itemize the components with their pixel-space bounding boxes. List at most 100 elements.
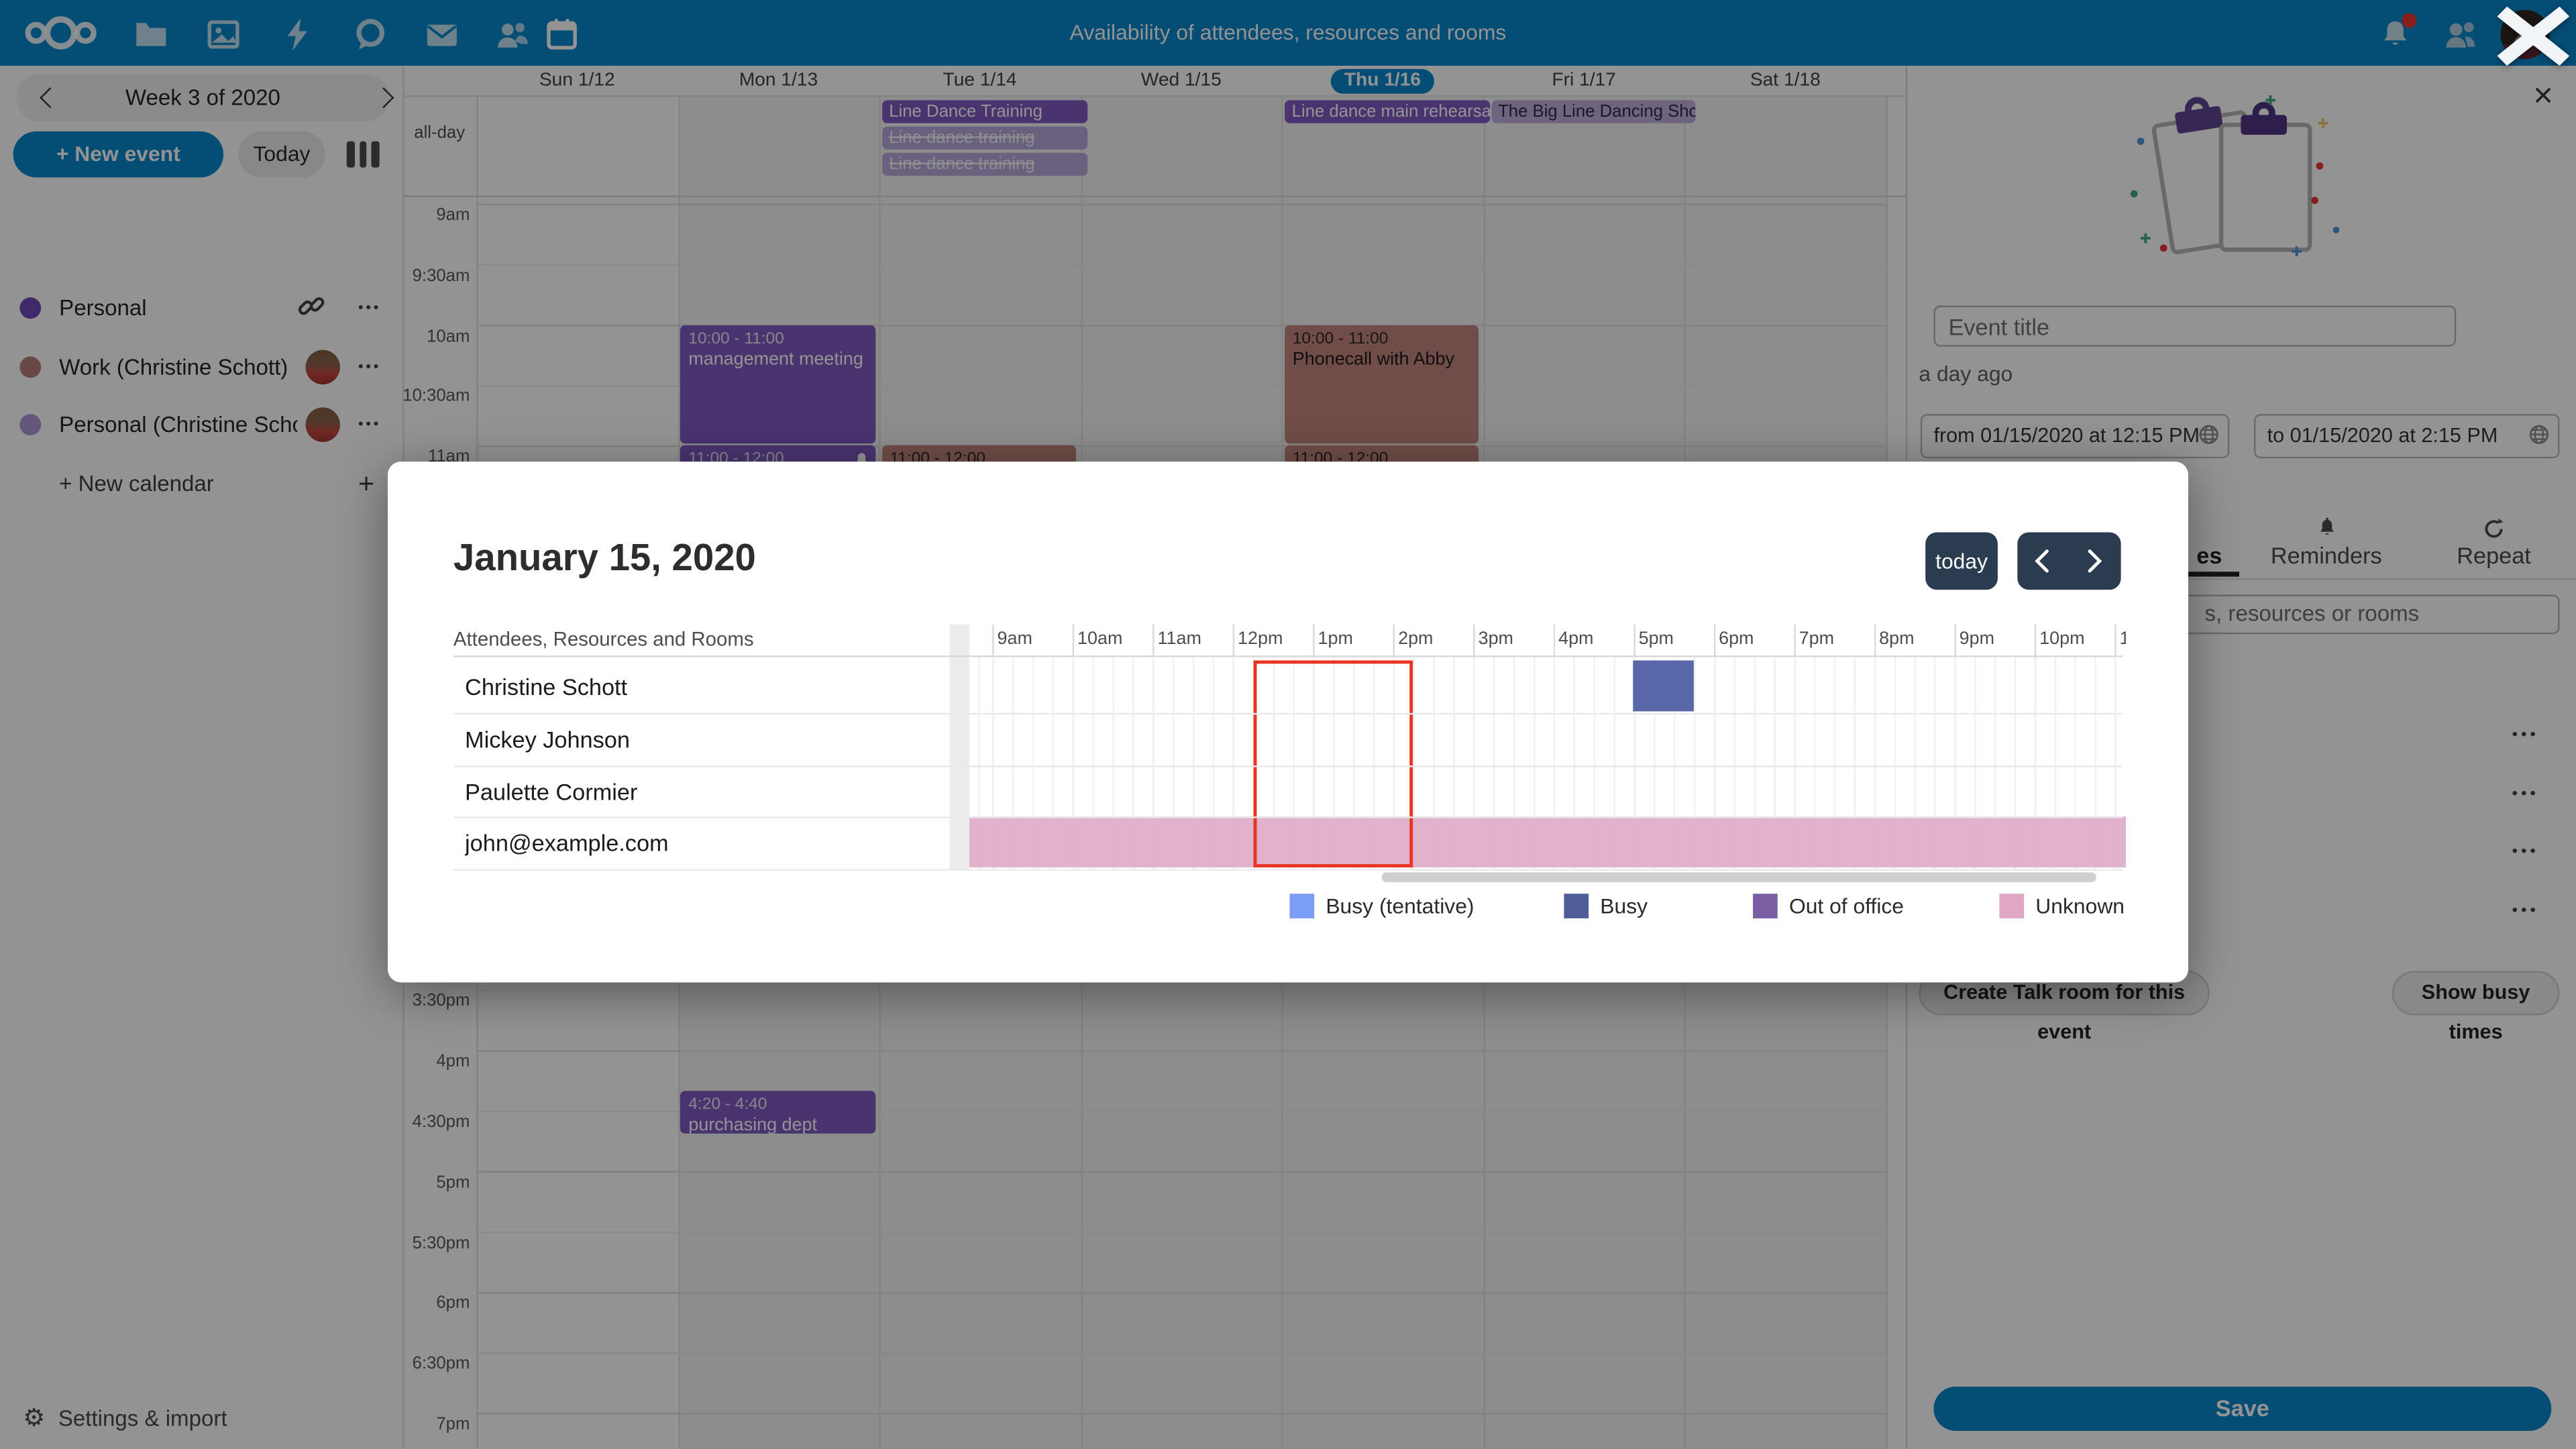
share-link-icon[interactable] xyxy=(297,292,325,321)
week-range-picker[interactable]: Week 3 of 2020 xyxy=(16,74,394,122)
gear-icon: ⚙ xyxy=(23,1404,46,1433)
legend-item: Busy (tentative) xyxy=(1289,894,1474,918)
calendar-list-item[interactable]: Personal (Christine Scho…) ••• xyxy=(0,396,402,453)
calendar-name: Work (Christine Schott) xyxy=(59,354,288,379)
tab-repeat[interactable]: Repeat xyxy=(2457,542,2531,569)
previous-day-icon[interactable] xyxy=(2034,549,2050,574)
hour-tick-label: 4pm xyxy=(1558,629,1594,649)
today-button[interactable]: Today xyxy=(238,131,325,178)
last-modified-label: a day ago xyxy=(1919,361,2013,386)
clipboard-illustration xyxy=(2130,95,2340,257)
all-day-event[interactable]: The Big Line Dancing Show xyxy=(1491,100,1697,123)
notification-badge xyxy=(2402,13,2417,28)
all-day-event[interactable]: Line dance training xyxy=(882,126,1087,150)
to-datetime-field[interactable]: to 01/15/2020 at 2:15 PM xyxy=(2254,414,2560,459)
tab-attendees-partial[interactable]: es xyxy=(2196,542,2222,569)
attendee-name: Mickey Johnson xyxy=(465,726,630,753)
time-gutter-label: 9am xyxy=(436,205,470,225)
timezone-globe-icon[interactable] xyxy=(2528,424,2550,445)
attendee-menu-button[interactable]: ••• xyxy=(2512,784,2539,803)
attendee-menu-button[interactable]: ••• xyxy=(2512,726,2539,745)
top-bar: Availability of attendees, resources and… xyxy=(0,0,2576,66)
active-tab-underline xyxy=(2188,572,2239,577)
calendar-event[interactable]: 4:20 - 4:40 purchasing dept xyxy=(680,1090,875,1134)
day-header[interactable]: Wed 1/15 xyxy=(1140,70,1222,91)
all-day-event[interactable]: Line dance main rehearsal xyxy=(1285,100,1490,123)
calendar-menu-button[interactable]: ••• xyxy=(358,357,382,374)
all-day-event[interactable]: Line dance training xyxy=(882,152,1087,176)
day-header[interactable]: Thu 1/16 xyxy=(1282,66,1483,95)
mail-icon[interactable] xyxy=(424,16,460,52)
hour-tick-label: 11am xyxy=(1157,629,1201,649)
notifications-bell-icon[interactable] xyxy=(2375,15,2415,54)
event-title: Phonecall with Abby xyxy=(1292,349,1454,370)
dialog-date-title: January 15, 2020 xyxy=(453,535,756,579)
calendar-list-item[interactable]: Personal ••• xyxy=(0,279,402,337)
settings-import-button[interactable]: ⚙ Settings & import xyxy=(23,1404,227,1433)
legend-item: Out of office xyxy=(1753,894,1904,918)
row-separator xyxy=(453,765,2123,767)
all-day-event[interactable]: Line Dance Training xyxy=(882,100,1087,123)
save-button[interactable]: Save xyxy=(1933,1386,2552,1432)
files-icon[interactable] xyxy=(133,16,169,52)
legend-item: Unknown xyxy=(1999,894,2125,918)
calendar-owner-avatar xyxy=(305,407,340,442)
attendees-column-header: Attendees, Resources and Rooms xyxy=(453,627,754,651)
horizontal-scrollbar[interactable] xyxy=(1381,872,2096,883)
legend-label: Busy (tentative) xyxy=(1326,894,1474,918)
contacts-menu-icon[interactable] xyxy=(2441,15,2481,54)
week-label[interactable]: Week 3 of 2020 xyxy=(125,85,280,111)
selected-time-range[interactable] xyxy=(1252,660,1413,868)
photos-icon[interactable] xyxy=(205,16,241,52)
event-title-input[interactable] xyxy=(1933,305,2457,347)
new-event-button[interactable]: + New event xyxy=(13,131,224,178)
grid-divider-band xyxy=(949,624,969,869)
calendar-menu-button[interactable]: ••• xyxy=(358,415,382,433)
hour-tick-label: 9pm xyxy=(1959,629,1995,649)
tab-reminders[interactable]: Reminders xyxy=(2270,542,2382,569)
divider xyxy=(402,195,1906,197)
legend-swatch xyxy=(1289,894,1315,918)
time-gutter-label: 4pm xyxy=(436,1051,470,1072)
hour-tick-label: 1pm xyxy=(1318,629,1353,649)
time-gutter-label: 10am xyxy=(427,326,470,346)
legend-swatch xyxy=(1753,894,1778,918)
page-title: Availability of attendees, resources and… xyxy=(1069,19,1507,45)
hour-tick-label: 5pm xyxy=(1638,629,1674,649)
show-busy-times-button[interactable]: Show busy times xyxy=(2392,971,2560,1043)
hour-tick-label: 12pm xyxy=(1238,629,1283,649)
calendar-event[interactable]: 10:00 - 11:00 Phonecall with Abby xyxy=(1284,324,1479,443)
day-header[interactable]: Sat 1/18 xyxy=(1750,70,1821,91)
calendar-event[interactable]: 10:00 - 11:00 management meeting xyxy=(680,324,875,443)
contacts-icon[interactable] xyxy=(494,16,531,52)
left-sidebar: Week 3 of 2020 + New event Today Persona… xyxy=(0,65,405,1449)
week-view-toggle-icon[interactable] xyxy=(346,141,383,168)
close-icon[interactable]: × xyxy=(2532,77,2554,115)
attendee-search-input[interactable]: s, resources or rooms xyxy=(1919,594,2560,635)
attendee-menu-button[interactable]: ••• xyxy=(2512,902,2539,920)
next-day-icon[interactable] xyxy=(2086,549,2102,574)
plus-icon[interactable]: + xyxy=(358,468,375,500)
attendee-menu-button[interactable]: ••• xyxy=(2512,843,2539,862)
calendar-menu-button[interactable]: ••• xyxy=(358,299,382,316)
hour-tick-label: 7pm xyxy=(1799,629,1835,649)
calendar-icon[interactable] xyxy=(544,16,580,52)
legend-swatch xyxy=(1999,894,2025,918)
dialog-today-button[interactable]: today xyxy=(1925,532,1998,590)
timezone-globe-icon[interactable] xyxy=(2198,424,2220,445)
day-header[interactable]: Mon 1/13 xyxy=(739,70,818,91)
busy-block xyxy=(1633,660,1694,712)
calendar-color-dot xyxy=(19,356,42,378)
calendar-list-item[interactable]: Work (Christine Schott) ••• xyxy=(0,337,402,395)
nextcloud-logo[interactable] xyxy=(23,13,99,53)
calendar-color-dot xyxy=(19,297,42,319)
new-calendar-button[interactable]: + New calendar xyxy=(59,471,214,496)
availability-grid[interactable]: 9am 10am 11am 12pm 1pm 2pm 3pm 4pm 5pm 6pm 7pm 8pm 9… xyxy=(969,624,2126,869)
day-header[interactable]: Sun 1/12 xyxy=(539,70,615,91)
day-header[interactable]: Tue 1/14 xyxy=(943,70,1017,91)
day-header[interactable]: Fri 1/17 xyxy=(1552,70,1616,91)
activity-icon[interactable] xyxy=(279,16,315,52)
today-pill: Thu 1/16 xyxy=(1331,68,1434,94)
from-datetime-field[interactable]: from 01/15/2020 at 12:15 PM xyxy=(1920,414,2230,459)
talk-icon[interactable] xyxy=(352,16,388,52)
